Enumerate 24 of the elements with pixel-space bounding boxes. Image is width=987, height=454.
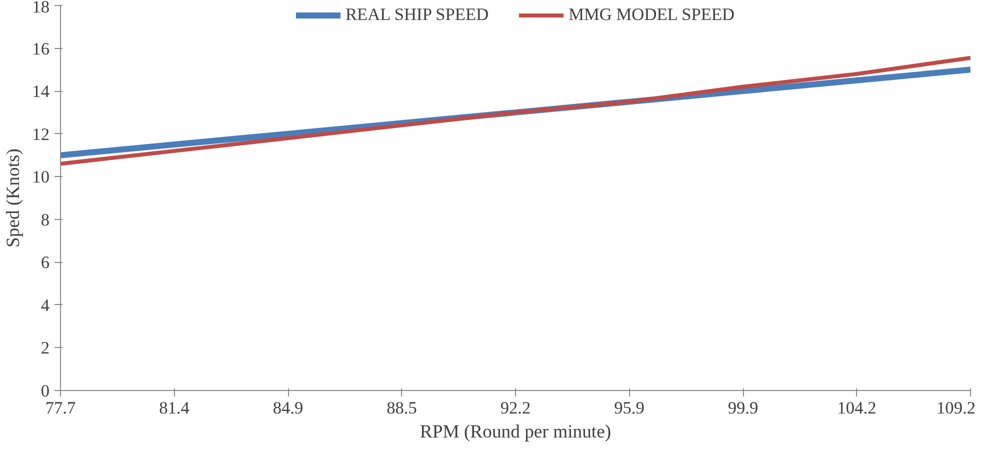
x-tick-label: 81.4	[159, 398, 190, 418]
y-tick-label: 0	[40, 382, 50, 400]
y-tick-label: 10	[32, 168, 50, 187]
x-tick-label: 109.2	[936, 398, 976, 418]
x-tick-label: 77.7	[45, 398, 76, 418]
x-tick-label: 88.5	[386, 398, 417, 418]
y-tick-label: 16	[32, 39, 50, 58]
x-tick-label: 84.9	[272, 398, 304, 418]
x-tick-label: 104.2	[837, 398, 876, 418]
x-tick-label: 95.9	[614, 398, 644, 418]
x-tick-label: 92.2	[500, 398, 531, 418]
y-tick-label: 14	[32, 82, 50, 102]
y-tick-label: 8	[40, 210, 50, 230]
y-tick-label: 6	[40, 253, 50, 272]
y-axis-title: Sped (Knots)	[3, 148, 24, 248]
y-tick-label: 2	[40, 338, 50, 358]
legend-label: MMG MODEL SPEED	[568, 5, 735, 25]
y-tick-label: 4	[40, 296, 50, 315]
x-axis-title: RPM (Round per minute)	[420, 422, 612, 442]
legend-label: REAL SHIP SPEED	[345, 5, 489, 25]
y-tick-label: 12	[32, 124, 50, 144]
x-tick-label: 99.9	[728, 398, 758, 418]
y-tick-label: 18	[32, 0, 50, 16]
line-series	[60, 56, 970, 166]
